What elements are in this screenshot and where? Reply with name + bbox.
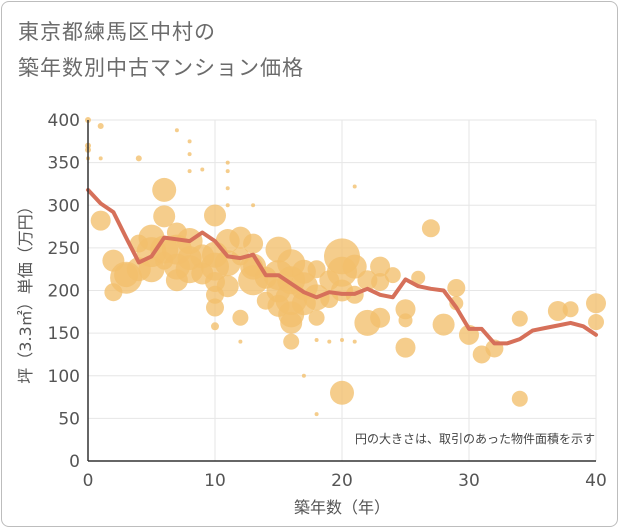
data-bubble bbox=[152, 177, 177, 202]
data-bubble bbox=[225, 160, 230, 165]
data-bubble bbox=[187, 139, 192, 144]
data-bubble bbox=[395, 337, 416, 358]
data-bubble bbox=[371, 272, 390, 291]
data-bubble bbox=[243, 233, 264, 254]
data-bubble bbox=[511, 390, 528, 407]
y-tick-label: 300 bbox=[48, 196, 80, 216]
data-bubble bbox=[411, 270, 426, 285]
data-bubble bbox=[200, 167, 205, 172]
data-bubble bbox=[370, 307, 391, 328]
y-tick-label: 250 bbox=[48, 239, 80, 259]
data-bubble bbox=[225, 169, 230, 174]
data-bubble bbox=[97, 122, 104, 129]
data-bubble bbox=[342, 254, 367, 279]
data-bubble bbox=[225, 186, 230, 191]
data-bubble bbox=[216, 275, 239, 298]
bubble-size-note: 円の大きさは、取引のあった物件面積を示す bbox=[355, 431, 595, 446]
data-bubble bbox=[232, 309, 249, 326]
data-bubble bbox=[327, 339, 332, 344]
x-tick-label: 40 bbox=[585, 471, 607, 491]
data-bubble bbox=[586, 293, 606, 314]
x-tick-label: 10 bbox=[204, 471, 226, 491]
y-tick-label: 150 bbox=[48, 324, 80, 344]
y-tick-label: 350 bbox=[48, 154, 80, 174]
average-line-group bbox=[86, 187, 598, 346]
data-bubble bbox=[280, 311, 303, 334]
title-line-2: 築年数別中古マンション価格 bbox=[18, 56, 304, 80]
data-bubble bbox=[307, 260, 326, 279]
data-bubble bbox=[211, 322, 219, 331]
data-bubble bbox=[283, 333, 300, 350]
data-bubble bbox=[330, 380, 354, 405]
data-bubble bbox=[204, 204, 226, 227]
data-bubble bbox=[447, 278, 466, 297]
data-bubble bbox=[562, 301, 579, 318]
y-tick-label: 0 bbox=[69, 452, 80, 472]
y-tick-label: 400 bbox=[48, 111, 80, 131]
y-tick-label: 100 bbox=[48, 367, 80, 387]
x-axis-label: 築年数（年） bbox=[294, 498, 390, 517]
data-bubble bbox=[238, 339, 243, 344]
data-bubble bbox=[384, 267, 401, 284]
average-price-line bbox=[86, 187, 598, 346]
data-bubble bbox=[314, 412, 319, 417]
data-bubble bbox=[370, 256, 391, 277]
data-bubble bbox=[187, 169, 192, 174]
x-tick-label: 20 bbox=[331, 471, 353, 491]
data-bubble bbox=[153, 205, 176, 228]
y-tick-label: 200 bbox=[48, 282, 80, 302]
data-bubble bbox=[511, 310, 528, 327]
bubble-series bbox=[85, 117, 606, 417]
axes: 0 50 100 150 200 250 300 350 400 0 10 20 30 40 bbox=[48, 111, 607, 491]
data-bubble bbox=[301, 373, 306, 378]
chart-title: 東京都練馬区中村の 築年数別中古マンション価格 bbox=[18, 14, 304, 86]
x-tick-label: 0 bbox=[83, 471, 94, 491]
data-bubble bbox=[588, 314, 604, 331]
data-bubble bbox=[206, 298, 224, 317]
data-bubble bbox=[90, 210, 111, 231]
data-bubble bbox=[174, 128, 179, 133]
y-axis-label: 坪（3.3㎡）単価（万円） bbox=[16, 198, 35, 383]
data-bubble bbox=[432, 313, 455, 336]
data-bubble bbox=[421, 219, 440, 238]
y-tick-label: 50 bbox=[58, 409, 80, 429]
data-bubble bbox=[352, 339, 357, 344]
data-bubble bbox=[395, 299, 416, 320]
title-line-1: 東京都練馬区中村の bbox=[18, 20, 216, 44]
data-bubble bbox=[352, 184, 357, 189]
data-bubble bbox=[98, 156, 103, 161]
x-tick-label: 30 bbox=[458, 471, 480, 491]
data-bubble bbox=[340, 337, 344, 342]
data-bubble bbox=[135, 155, 142, 162]
data-bubble bbox=[547, 300, 568, 321]
data-bubble bbox=[251, 203, 256, 208]
data-bubble bbox=[308, 309, 325, 326]
data-bubble bbox=[314, 337, 319, 342]
data-bubble bbox=[187, 152, 192, 157]
data-bubble bbox=[225, 203, 230, 208]
data-bubble bbox=[398, 313, 413, 328]
